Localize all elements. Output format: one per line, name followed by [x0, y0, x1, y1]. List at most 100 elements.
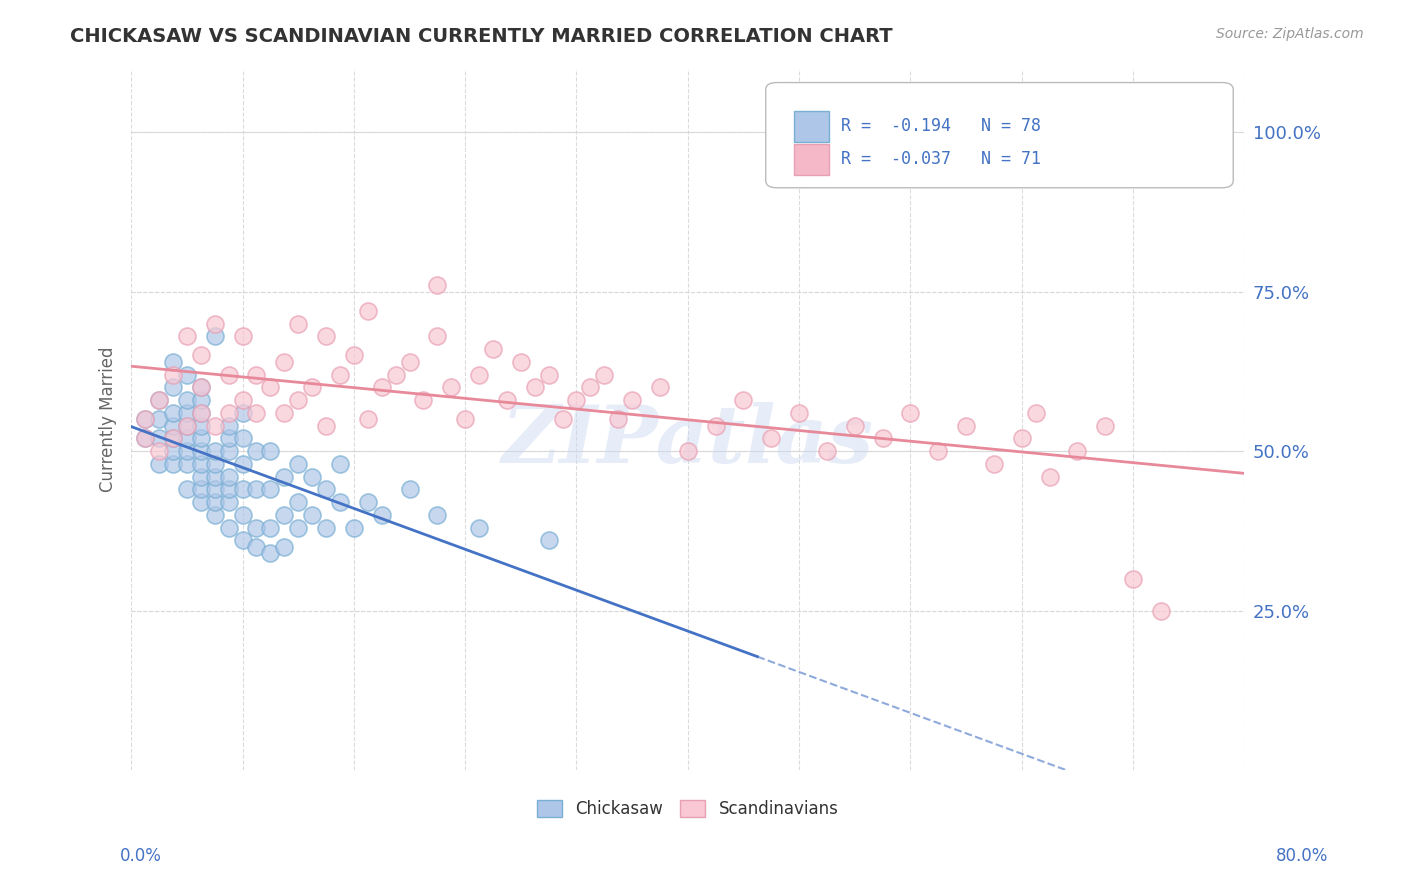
Point — [190, 431, 212, 445]
Point — [176, 483, 198, 497]
Point — [245, 368, 267, 382]
Point — [190, 483, 212, 497]
Point — [232, 406, 254, 420]
Point — [162, 457, 184, 471]
Point — [245, 406, 267, 420]
Point — [426, 508, 449, 522]
Point — [955, 418, 977, 433]
Point — [273, 540, 295, 554]
Point — [176, 393, 198, 408]
Point — [204, 483, 226, 497]
Point — [259, 380, 281, 394]
Point — [190, 444, 212, 458]
Point — [259, 444, 281, 458]
Point — [273, 355, 295, 369]
Point — [162, 406, 184, 420]
Point — [426, 329, 449, 343]
Point — [204, 317, 226, 331]
Point — [273, 406, 295, 420]
Text: CHICKASAW VS SCANDINAVIAN CURRENTLY MARRIED CORRELATION CHART: CHICKASAW VS SCANDINAVIAN CURRENTLY MARR… — [70, 27, 893, 45]
Point — [232, 483, 254, 497]
Point — [218, 469, 240, 483]
Point — [134, 431, 156, 445]
Point — [259, 483, 281, 497]
Point — [454, 412, 477, 426]
Point — [1066, 444, 1088, 458]
Point — [232, 508, 254, 522]
Point — [357, 303, 380, 318]
Point — [537, 533, 560, 548]
Point — [329, 457, 352, 471]
Point — [648, 380, 671, 394]
Point — [357, 495, 380, 509]
Point — [218, 406, 240, 420]
Point — [162, 355, 184, 369]
Point — [176, 418, 198, 433]
Point — [1150, 603, 1173, 617]
Point — [176, 457, 198, 471]
Point — [579, 380, 602, 394]
Point — [983, 457, 1005, 471]
Text: 80.0%: 80.0% — [1277, 847, 1329, 865]
Point — [761, 431, 783, 445]
Point — [176, 444, 198, 458]
Point — [204, 418, 226, 433]
Point — [676, 444, 699, 458]
Text: R =  -0.194   N = 78: R = -0.194 N = 78 — [841, 117, 1042, 135]
Point — [218, 483, 240, 497]
Point — [245, 483, 267, 497]
Point — [872, 431, 894, 445]
Point — [482, 342, 505, 356]
Point — [162, 418, 184, 433]
Point — [496, 393, 519, 408]
Point — [900, 406, 922, 420]
Point — [204, 329, 226, 343]
Point — [259, 546, 281, 560]
FancyBboxPatch shape — [766, 83, 1233, 188]
Point — [273, 508, 295, 522]
Point — [1025, 406, 1047, 420]
Point — [232, 533, 254, 548]
Point — [218, 418, 240, 433]
Point — [315, 521, 337, 535]
Point — [190, 393, 212, 408]
Point — [176, 406, 198, 420]
Point — [176, 368, 198, 382]
Point — [1122, 572, 1144, 586]
Point — [844, 418, 866, 433]
Point — [287, 457, 309, 471]
Point — [190, 495, 212, 509]
Point — [1038, 469, 1060, 483]
Point — [204, 469, 226, 483]
Point — [704, 418, 727, 433]
Point — [343, 349, 366, 363]
Point — [537, 368, 560, 382]
Point — [412, 393, 434, 408]
Point — [148, 393, 170, 408]
Point — [287, 521, 309, 535]
Point — [259, 521, 281, 535]
Point — [551, 412, 574, 426]
Y-axis label: Currently Married: Currently Married — [100, 346, 117, 492]
Point — [468, 368, 491, 382]
Point — [370, 380, 392, 394]
Point — [565, 393, 588, 408]
Point — [232, 431, 254, 445]
Point — [176, 329, 198, 343]
Bar — [793, 144, 830, 175]
Point — [232, 393, 254, 408]
Point — [232, 329, 254, 343]
Point — [927, 444, 949, 458]
Bar — [793, 111, 830, 142]
Point — [162, 380, 184, 394]
Text: 0.0%: 0.0% — [120, 847, 162, 865]
Point — [190, 457, 212, 471]
Point — [287, 393, 309, 408]
Point — [1094, 418, 1116, 433]
Point — [301, 380, 323, 394]
Point — [232, 457, 254, 471]
Point — [398, 483, 420, 497]
Point — [287, 317, 309, 331]
Point — [370, 508, 392, 522]
Point — [523, 380, 546, 394]
